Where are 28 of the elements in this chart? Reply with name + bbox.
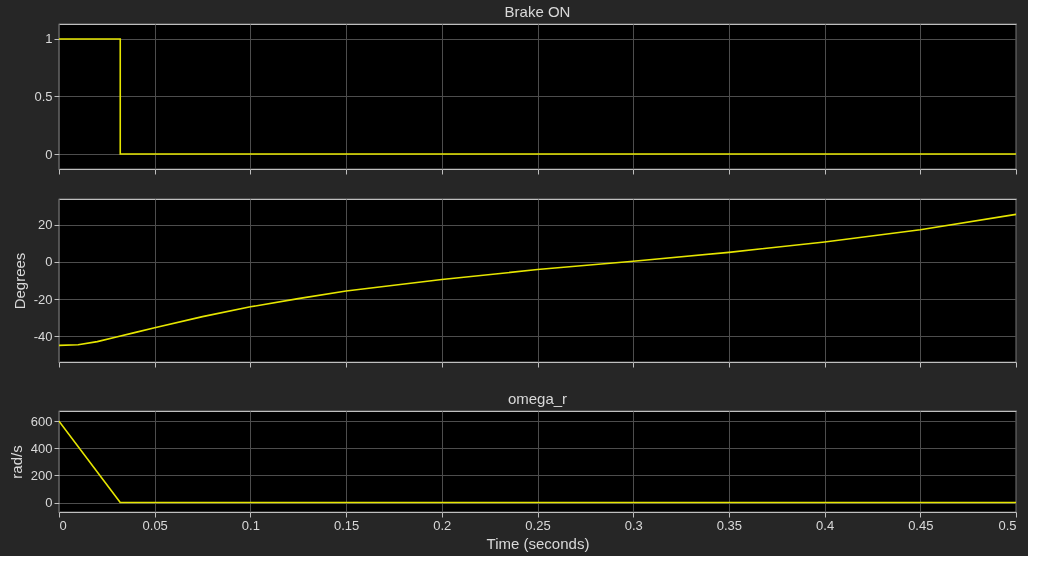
- x-axis-title: Time (seconds): [486, 534, 590, 552]
- y-tick-label: 600: [30, 413, 53, 429]
- y-tick-label: 0: [45, 254, 53, 270]
- x-tick-label: 0.3: [624, 517, 643, 533]
- x-tick-label: 0.1: [241, 517, 260, 533]
- x-tick-label: 0.5: [998, 517, 1017, 533]
- x-tick-label: 0.45: [908, 517, 934, 533]
- y-tick-label: 400: [30, 440, 53, 456]
- y-tick-label: 0: [45, 495, 53, 511]
- x-tick-label: 0.35: [716, 517, 743, 533]
- x-tick-label: 0.4: [816, 517, 835, 533]
- y-axis-title: Degrees: [10, 252, 28, 310]
- x-tick-label: 0.2: [433, 517, 452, 533]
- x-tick-label: 0.25: [525, 517, 551, 533]
- x-tick-label: 0: [59, 517, 67, 533]
- y-tick-label: -20: [33, 291, 53, 307]
- y-tick-label: 0.5: [34, 89, 53, 104]
- y-tick-label: -40: [33, 328, 53, 344]
- x-tick-label: 0.05: [142, 517, 168, 533]
- y-axis-title: rad/s: [7, 445, 25, 479]
- x-tick-label: 0.15: [333, 517, 360, 533]
- y-tick-label: 20: [38, 217, 53, 233]
- chart-title: Brake ON: [504, 3, 571, 20]
- y-tick-label: 200: [30, 467, 53, 483]
- chart-title: omega_r: [507, 390, 568, 407]
- line-series: [59, 213, 1016, 347]
- y-tick-label: 0: [45, 146, 53, 162]
- y-tick-label: 1: [45, 31, 53, 47]
